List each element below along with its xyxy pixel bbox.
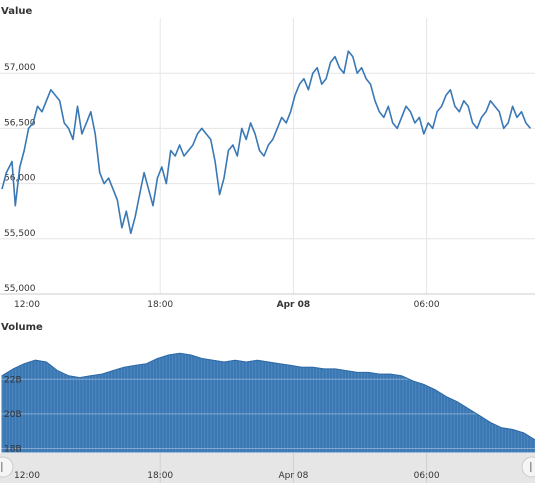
navigator-background (0, 453, 535, 483)
value-x-tick-label: 12:00 (14, 300, 40, 310)
value-y-tick-label: 55,000 (4, 284, 36, 294)
volume-y-tick-label: 22B (4, 375, 22, 385)
navigator-right-handle[interactable] (521, 456, 535, 478)
volume-panel-title: Volume (1, 322, 43, 333)
value-panel-title: Value (1, 6, 32, 17)
navigator-x-tick-label: 06:00 (414, 471, 440, 481)
navigator-x-tick-label: Apr 08 (278, 471, 308, 481)
value-x-tick-label: Apr 08 (277, 300, 311, 310)
value-x-tick-label: 06:00 (414, 300, 440, 310)
volume-chart: 18B 20B 22B (0, 336, 535, 455)
volume-series-line (1, 352, 535, 441)
navigator-x-tick-label: 12:00 (14, 471, 40, 481)
value-series-line (1, 50, 532, 235)
value-y-tick-label: 55,500 (4, 229, 36, 239)
navigator-left-handle[interactable] (0, 456, 14, 478)
value-chart: 55,000 55,500 56,000 56,500 57,000 12:00 18:00… (0, 18, 535, 310)
volume-area-cover (0, 336, 535, 440)
value-y-tick-label: 57,000 (4, 63, 36, 73)
navigator-x-tick-label: 18:00 (147, 471, 173, 481)
value-x-tick-label: 18:00 (147, 300, 173, 310)
value-y-tick-label: 56,500 (4, 118, 36, 128)
navigator-ticks: 12:00 18:00 Apr 08 06:00 (14, 453, 440, 483)
volume-y-tick-label: 18B (4, 445, 22, 455)
volume-y-tick-label: 20B (4, 410, 22, 420)
value-y-tick-label: 56,000 (4, 174, 36, 184)
